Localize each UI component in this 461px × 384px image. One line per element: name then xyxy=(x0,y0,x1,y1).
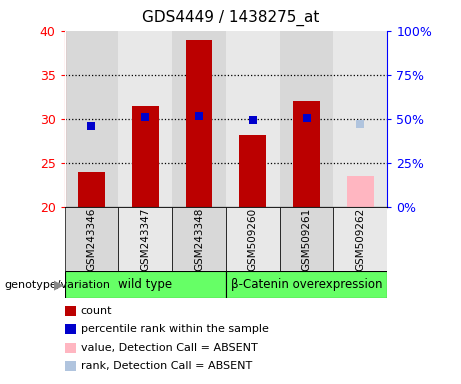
Bar xyxy=(226,207,280,271)
Text: count: count xyxy=(81,306,112,316)
Bar xyxy=(172,31,226,207)
Text: value, Detection Call = ABSENT: value, Detection Call = ABSENT xyxy=(81,343,257,353)
Bar xyxy=(65,271,226,298)
Bar xyxy=(333,207,387,271)
Bar xyxy=(118,31,172,207)
Bar xyxy=(280,31,333,207)
Bar xyxy=(118,207,172,271)
Bar xyxy=(132,106,159,207)
Bar xyxy=(185,40,213,207)
Bar xyxy=(280,207,333,271)
Text: wild type: wild type xyxy=(118,278,172,291)
Bar xyxy=(65,31,118,207)
Text: rank, Detection Call = ABSENT: rank, Detection Call = ABSENT xyxy=(81,361,252,371)
Bar xyxy=(226,31,280,207)
Text: ▶: ▶ xyxy=(54,278,63,291)
Bar xyxy=(65,207,118,271)
Bar xyxy=(226,271,387,298)
Text: β-Catenin overexpression: β-Catenin overexpression xyxy=(231,278,382,291)
Bar xyxy=(239,135,266,207)
Text: GDS4449 / 1438275_at: GDS4449 / 1438275_at xyxy=(142,10,319,26)
Text: GSM243348: GSM243348 xyxy=(194,207,204,271)
Bar xyxy=(347,177,374,207)
Bar xyxy=(293,101,320,207)
Bar xyxy=(78,172,105,207)
Text: GSM509260: GSM509260 xyxy=(248,207,258,271)
Text: GSM243347: GSM243347 xyxy=(140,207,150,271)
Text: percentile rank within the sample: percentile rank within the sample xyxy=(81,324,269,334)
Bar xyxy=(172,207,226,271)
Text: GSM509262: GSM509262 xyxy=(355,207,366,271)
Text: GSM509261: GSM509261 xyxy=(301,207,312,271)
Bar xyxy=(333,31,387,207)
Text: genotype/variation: genotype/variation xyxy=(5,280,111,290)
Text: GSM243346: GSM243346 xyxy=(86,207,96,271)
